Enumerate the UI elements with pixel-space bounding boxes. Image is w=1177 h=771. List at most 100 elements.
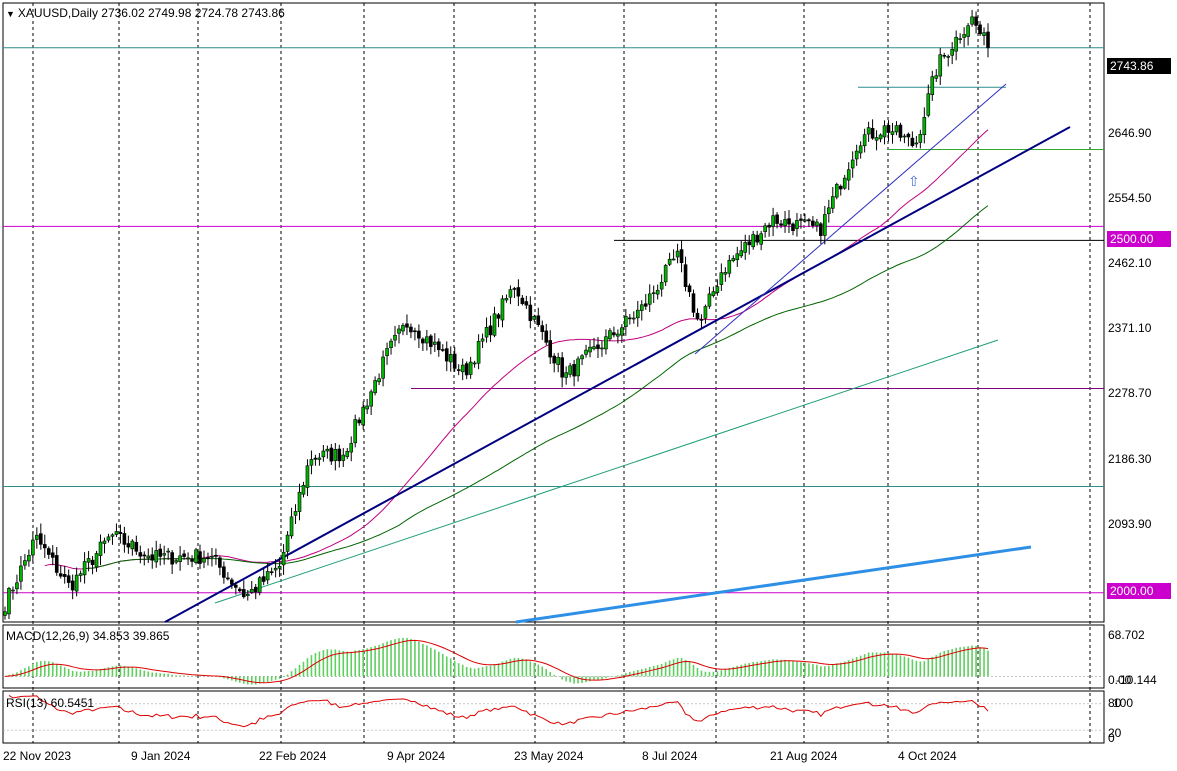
candle (679, 240, 684, 273)
candle-body (779, 223, 783, 226)
candle (834, 182, 839, 200)
symbol-label: XAUUSD,Daily (17, 6, 98, 20)
candle (628, 313, 632, 325)
candle (58, 565, 63, 579)
candle-body (94, 553, 99, 568)
candle-body (321, 450, 326, 458)
candle-body (257, 577, 262, 593)
candle-body (683, 264, 688, 287)
candle (496, 313, 501, 328)
candle-body (297, 491, 302, 512)
candle-body (890, 131, 895, 135)
candle (592, 337, 596, 351)
candle-body (906, 133, 911, 138)
candle (683, 256, 688, 292)
candle-body (942, 54, 947, 57)
candle (492, 306, 497, 338)
candle (126, 535, 131, 554)
candle (452, 347, 457, 372)
chart-header: ▼ XAUUSD,Daily 2736.02 2749.98 2724.78 27… (6, 6, 285, 20)
candle-body (301, 485, 306, 495)
candle-body (35, 534, 39, 540)
candle-body (269, 571, 274, 573)
candle (974, 11, 978, 34)
candle-body (795, 220, 799, 229)
candle (361, 401, 365, 430)
candle-body (703, 306, 708, 319)
collapse-triangle-icon[interactable]: ▼ (6, 9, 15, 19)
candle (938, 47, 943, 85)
candle-body (377, 378, 381, 383)
candle-body (544, 330, 549, 343)
candle (230, 577, 234, 589)
candle-body (281, 551, 286, 566)
candle (440, 344, 445, 352)
candle (830, 187, 835, 214)
candle-body (162, 553, 166, 556)
candle (106, 533, 111, 543)
candle-body (966, 25, 970, 37)
candle-body (854, 150, 859, 160)
candle-body (66, 575, 71, 583)
candle-body (675, 250, 680, 258)
candle (393, 325, 397, 347)
candle-body (496, 314, 501, 319)
candle (39, 523, 43, 550)
candle (357, 417, 361, 426)
candle (182, 549, 186, 560)
candle (102, 537, 107, 554)
candle-body (90, 559, 95, 565)
candle (401, 323, 405, 336)
candle (293, 504, 298, 524)
up-arrow-icon[interactable]: ⇧ (908, 174, 920, 190)
candle (739, 240, 744, 259)
candle-body (811, 220, 815, 226)
candle-body (576, 358, 580, 377)
candle (528, 296, 533, 329)
candle (580, 354, 584, 366)
candle-body (86, 558, 91, 563)
candle-body (659, 282, 664, 290)
candle-body (345, 451, 350, 457)
candle-body (902, 135, 907, 138)
candle (456, 364, 461, 376)
candle (958, 33, 962, 44)
current-price-badge: 2743.86 (1107, 58, 1171, 74)
candle (524, 295, 529, 310)
candle-body (763, 225, 767, 232)
candle-body (787, 218, 791, 225)
candle (281, 544, 286, 575)
candle-body (170, 552, 174, 565)
rsi-panel-border (2, 690, 1105, 744)
candle (222, 561, 226, 584)
candle (373, 376, 377, 396)
candle-body (978, 24, 982, 35)
candle-body (524, 301, 529, 306)
candle (417, 324, 421, 349)
candle (934, 69, 939, 82)
time-axis-label: 4 Oct 2024 (898, 749, 957, 763)
candle-body (715, 286, 720, 293)
candle-body (234, 584, 238, 588)
candle (134, 535, 139, 555)
trend-lines[interactable] (164, 83, 1071, 624)
candle-body (142, 554, 147, 557)
candle-body (926, 93, 931, 116)
candle (309, 450, 314, 475)
candle (540, 320, 545, 340)
candle-body (158, 548, 163, 557)
candle-body (337, 448, 342, 462)
candle-body (699, 319, 704, 321)
candle-body (357, 419, 361, 424)
candle (421, 337, 425, 351)
candle-body (962, 34, 966, 38)
time-axis-label: 8 Jul 2024 (642, 749, 698, 763)
candle-body (222, 566, 226, 578)
candle (484, 317, 489, 343)
candle-body (333, 449, 338, 461)
candle-body (807, 219, 811, 222)
candle (823, 205, 827, 245)
candle-body (31, 539, 35, 556)
